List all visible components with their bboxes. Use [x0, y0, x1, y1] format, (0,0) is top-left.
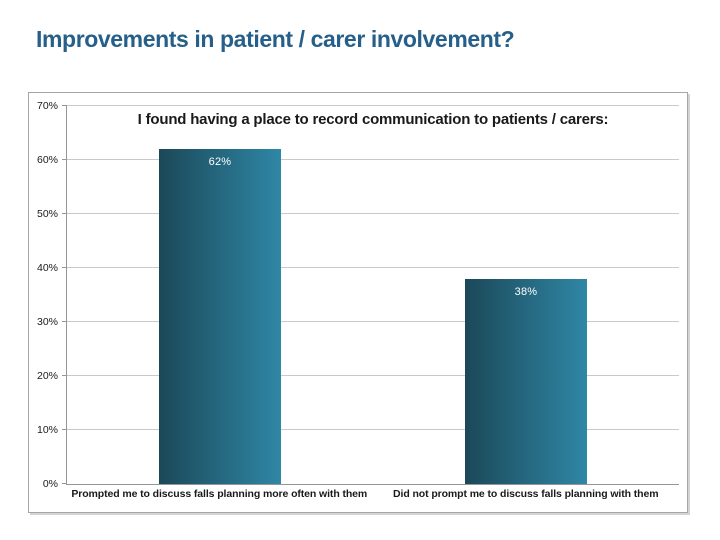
- bars-row: 62% 38%: [67, 106, 679, 484]
- gridline-40%: [67, 267, 679, 268]
- gridline-70%: [67, 105, 679, 106]
- y-axis-tick-mark: [62, 159, 67, 160]
- bar-2: 38%: [464, 278, 588, 484]
- y-axis-tick-label: 20%: [36, 370, 58, 382]
- gridline-30%: [67, 321, 679, 322]
- y-axis-tick-label: 70%: [36, 100, 58, 112]
- bar-chart: 0% 10% 20% 30% 40% 50% 60% 70% 62% 38% I found h…: [28, 92, 688, 513]
- bar-slot: 62%: [67, 106, 373, 484]
- y-axis-tick-label: 40%: [36, 262, 58, 274]
- bar-value-label: 62%: [208, 156, 232, 169]
- y-axis-tick-mark: [62, 105, 67, 106]
- slide-title: Improvements in patient / carer involvem…: [36, 26, 515, 52]
- gridline-50%: [67, 213, 679, 214]
- chart-title: I found having a place to record communi…: [137, 111, 609, 128]
- gridline-10%: [67, 429, 679, 430]
- gridlines-layer: 0% 10% 20% 30% 40% 50% 60% 70%: [37, 100, 679, 490]
- bar-slot: 38%: [373, 106, 679, 484]
- y-axis-tick-label: 30%: [36, 316, 58, 328]
- gridline-60%: [67, 159, 679, 160]
- y-axis-tick-mark: [62, 267, 67, 268]
- y-axis-tick-mark: [62, 483, 67, 484]
- chart-plot-area: 0% 10% 20% 30% 40% 50% 60% 70% 62% 38% I found h…: [37, 100, 679, 490]
- bar-value-label: 38%: [514, 285, 538, 298]
- y-axis-tick-mark: [62, 429, 67, 430]
- y-axis-tick-label: 60%: [36, 154, 58, 166]
- y-axis-tick-label: 10%: [36, 424, 58, 436]
- y-axis-tick-mark: [62, 375, 67, 376]
- x-axis-category-labels: Prompted me to discuss falls planning mo…: [66, 488, 679, 500]
- category-label-1: Prompted me to discuss falls planning mo…: [71, 488, 368, 500]
- y-axis-tick-label: 0%: [42, 478, 58, 490]
- category-label-2: Did not prompt me to discuss falls plann…: [393, 488, 659, 500]
- y-axis-tick-mark: [62, 321, 67, 322]
- bar-1: 62%: [158, 149, 282, 484]
- y-axis-tick-label: 50%: [36, 208, 58, 220]
- gridline-20%: [67, 375, 679, 376]
- y-axis-tick-mark: [62, 213, 67, 214]
